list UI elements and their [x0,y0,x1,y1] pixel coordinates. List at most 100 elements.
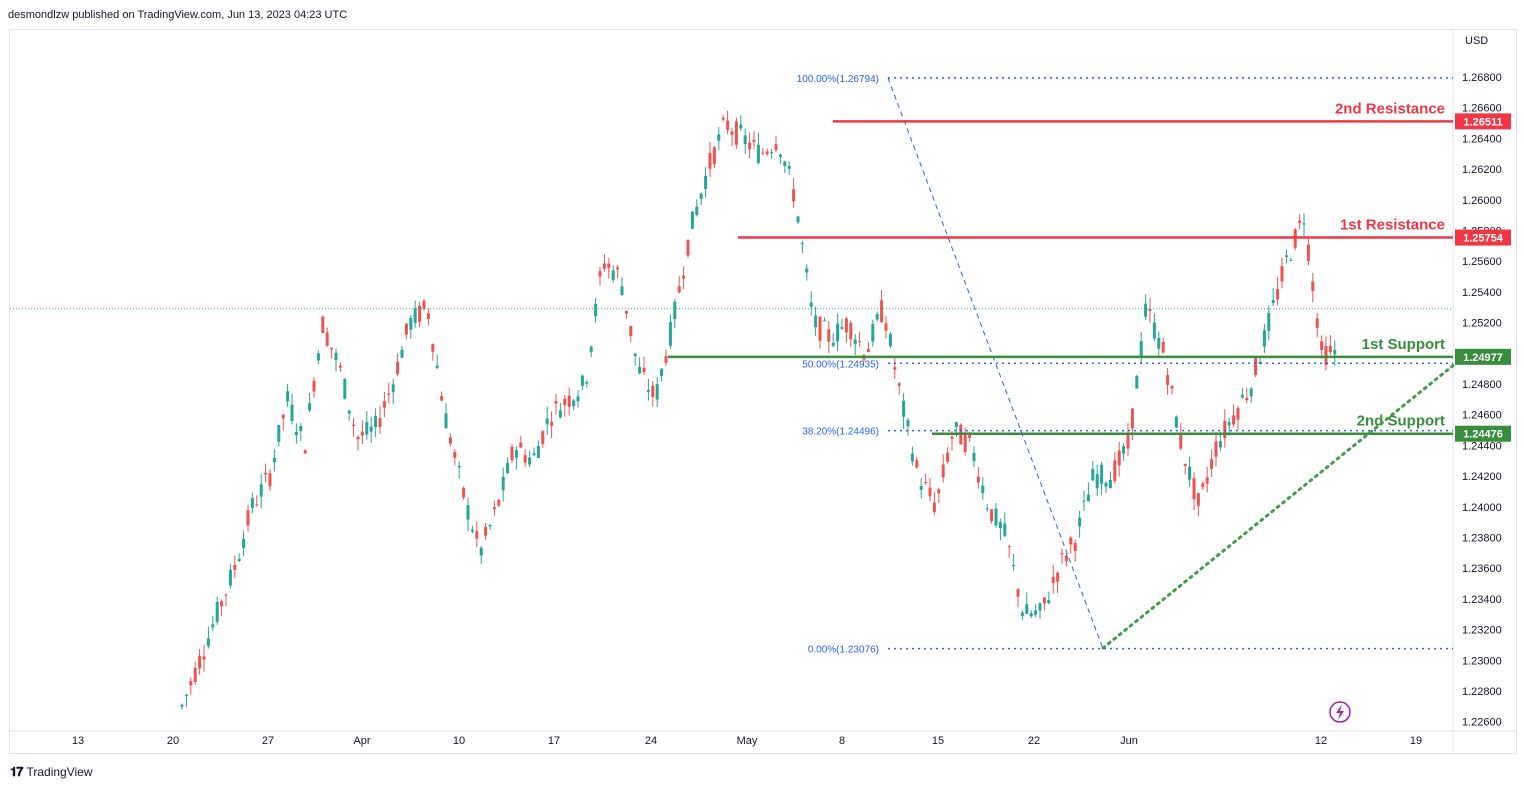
candle-body [189,681,193,686]
candle-body [963,433,967,452]
candle-body [655,384,659,400]
candle-down [1280,257,1284,289]
candle-down [1324,336,1328,371]
candle-body [708,152,712,169]
candle-body [426,313,430,320]
candle-down [224,593,228,606]
candle-body [488,525,492,527]
candle-down [1223,409,1227,448]
candle-up [620,277,624,296]
candle-up [334,348,338,372]
candle-up [1047,591,1051,605]
candle-body [712,147,716,165]
candle-down [523,449,527,467]
candle-down [726,110,730,135]
y-tick-label: 1.25200 [1462,318,1502,330]
candle-up [1012,553,1016,571]
fib-level-label: 100.00%(1.26794) [797,74,879,85]
candle-body [1267,312,1271,331]
candle-down [893,357,897,379]
candle-body [646,389,650,392]
candle-up [638,357,642,375]
x-tick-label: 8 [839,735,845,747]
candle-body [1227,422,1231,426]
candle-up [374,408,378,438]
candle-up [840,318,844,330]
candle-body [1240,394,1244,398]
candle-body [756,144,760,164]
candle-up [528,450,532,468]
candle-down [312,377,316,398]
candle-body [818,316,822,341]
candle-down [1254,356,1258,377]
candle-body [624,310,628,314]
candle-up [1104,481,1108,493]
candle-body [796,216,800,223]
candle-up [228,564,232,589]
candle-body [506,462,510,474]
candle-body [880,300,884,323]
support-resistance-levels: 2nd Resistance 1.26511 1st Resistance 1.257… [668,100,1511,442]
candle-body [1315,318,1319,328]
candle-down [1126,423,1130,456]
candle-down [1179,422,1183,451]
candle-body [352,424,356,427]
candle-body [338,365,342,368]
candle-body [444,413,448,429]
candle-body [457,465,461,468]
candle-down [774,135,778,153]
flash-icon[interactable] [1329,701,1351,723]
candle-up [435,354,439,370]
candle-body [1117,450,1121,466]
candle-body [211,624,215,628]
y-tick-label: 1.26800 [1462,72,1502,84]
candle-body [699,193,703,199]
candle-body [1095,474,1099,489]
candle-body [910,453,914,462]
candle-body [404,323,408,335]
candle-body [651,385,655,397]
candle-down [378,406,382,434]
candle-body [616,267,620,270]
candle-down [849,320,853,347]
candle-down [761,147,765,156]
candle-down [884,316,888,339]
candle-up [1025,592,1029,615]
candle-down [387,382,391,404]
candle-down [941,454,945,483]
candle-body [589,346,593,352]
candle-body [448,437,452,444]
candle-body [431,344,435,352]
candle-down [1069,535,1073,554]
candle-up [184,693,188,707]
candle-down [1170,385,1174,395]
candle-body [1069,537,1073,545]
candle-body [932,502,936,512]
candle-body [268,473,272,487]
candle-body [541,431,545,444]
candle-body [387,393,391,395]
candle-body [1328,345,1332,353]
candle-body [761,152,765,154]
candle-body [1042,597,1046,604]
candle-body [308,403,312,411]
candle-down [246,504,250,532]
footer: 𝟏𝟕 TradingView [10,764,93,780]
candle-body [550,421,554,426]
candle-up [1157,331,1161,356]
candle-body [1170,386,1174,389]
candle-body [1223,420,1227,439]
fib-level-label: 50.00%(1.24935) [802,359,879,370]
candle-body [198,655,202,669]
candle-body [281,414,285,419]
candle-body [202,656,206,660]
candle-down [338,362,342,373]
candle-down [818,315,822,349]
chart-frame[interactable] [9,29,1517,754]
candle-down [198,649,202,675]
candle-body [237,558,241,562]
ascending-trendline [1101,364,1455,650]
candle-body [1078,517,1082,527]
candle-body [1056,572,1060,582]
